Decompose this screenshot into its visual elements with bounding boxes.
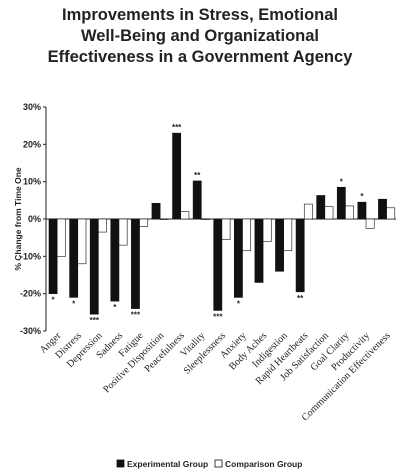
bar-experimental bbox=[233, 218, 243, 298]
bar-experimental bbox=[110, 218, 120, 302]
bar-experimental bbox=[336, 186, 346, 220]
bar-experimental bbox=[172, 132, 182, 220]
significance-marker: *** bbox=[213, 312, 223, 321]
bar-comparison bbox=[242, 218, 251, 252]
significance-marker: *** bbox=[172, 123, 182, 132]
significance-marker: * bbox=[237, 299, 241, 308]
y-tick-label: 20% bbox=[23, 139, 41, 149]
significance-marker: ** bbox=[194, 171, 201, 180]
bar-comparison bbox=[283, 218, 293, 252]
bar-comparison bbox=[98, 218, 107, 233]
bar-comparison bbox=[303, 203, 313, 220]
y-tick-label: -20% bbox=[20, 289, 41, 299]
bar-comparison bbox=[118, 218, 128, 246]
legend-swatch-experimental bbox=[116, 459, 125, 468]
significance-marker: ** bbox=[297, 294, 304, 303]
plot-area: 30%20%10%0%-10%-20%-30%*Anger*Distress**… bbox=[20, 102, 396, 423]
bar-comparison bbox=[386, 207, 396, 220]
significance-marker: *** bbox=[131, 311, 141, 320]
bar-comparison bbox=[345, 205, 354, 220]
significance-marker: * bbox=[113, 303, 117, 312]
bar-comparison bbox=[56, 218, 66, 257]
bar-experimental bbox=[254, 218, 264, 283]
legend-label-comparison: Comparison Group bbox=[225, 459, 302, 469]
bar-comparison bbox=[365, 218, 375, 229]
bar-experimental bbox=[378, 198, 387, 220]
bar-comparison bbox=[262, 218, 272, 242]
legend-label-experimental: Experimental Group bbox=[127, 459, 208, 469]
bar-comparison bbox=[180, 211, 190, 220]
bar-experimental bbox=[151, 203, 161, 220]
bar-experimental bbox=[131, 218, 140, 309]
y-tick-label: 10% bbox=[23, 177, 41, 187]
legend-swatch-comparison bbox=[214, 459, 223, 468]
y-tick-label: 30% bbox=[23, 102, 41, 112]
bar-comparison bbox=[159, 218, 169, 220]
bar-experimental bbox=[192, 180, 202, 220]
bar-comparison bbox=[324, 206, 334, 220]
bar-experimental bbox=[89, 218, 99, 315]
bar-experimental bbox=[213, 218, 223, 311]
bar-experimental bbox=[69, 218, 79, 298]
chart-title-line-3: Effectiveness in a Government Agency bbox=[48, 48, 354, 66]
bar-experimental bbox=[48, 218, 58, 294]
bar-comparison bbox=[77, 218, 87, 265]
chart-title-line-2: Well-Being and Organizational bbox=[81, 27, 319, 45]
y-tick-label: -30% bbox=[20, 326, 41, 336]
chart-title-line-1: Improvements in Stress, Emotional bbox=[62, 6, 338, 24]
bar-comparison bbox=[139, 218, 149, 227]
bar-comparison bbox=[221, 218, 231, 240]
bar-experimental bbox=[357, 201, 367, 220]
significance-marker: * bbox=[72, 299, 76, 308]
y-tick-label: 0% bbox=[28, 214, 41, 224]
significance-marker: * bbox=[340, 177, 344, 186]
y-axis-label: % Change from Time One bbox=[13, 167, 23, 271]
y-tick-label: -10% bbox=[20, 251, 41, 261]
bar-experimental bbox=[275, 218, 284, 272]
significance-marker: *** bbox=[90, 316, 100, 325]
significance-marker: * bbox=[52, 296, 56, 305]
legend: Experimental Group Comparison Group bbox=[116, 459, 302, 469]
bar-comparison bbox=[201, 218, 210, 220]
bar-experimental bbox=[295, 218, 305, 293]
significance-marker: * bbox=[360, 192, 364, 201]
chart-title: Improvements in Stress, Emotional Well-B… bbox=[48, 6, 354, 66]
bar-experimental bbox=[316, 195, 326, 220]
